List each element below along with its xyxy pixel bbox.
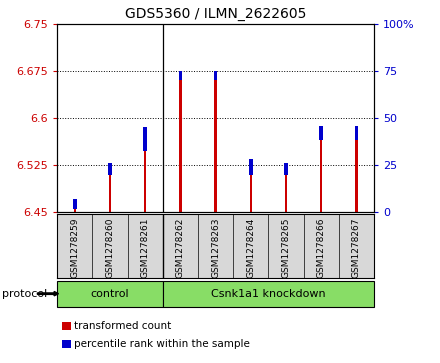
Bar <box>214 71 217 212</box>
Text: transformed count: transformed count <box>74 321 171 331</box>
Text: control: control <box>91 289 129 299</box>
Bar <box>249 159 252 212</box>
Bar <box>214 71 217 80</box>
Text: GSM1278267: GSM1278267 <box>352 217 361 278</box>
Bar <box>108 163 112 175</box>
Bar <box>73 199 77 209</box>
Bar <box>284 163 288 175</box>
Text: GSM1278264: GSM1278264 <box>246 217 255 278</box>
Bar <box>144 127 147 212</box>
Bar <box>57 281 163 307</box>
Text: GSM1278266: GSM1278266 <box>317 217 326 278</box>
Bar <box>179 71 182 212</box>
Bar <box>143 127 147 151</box>
Bar <box>355 126 358 212</box>
Bar <box>109 163 111 212</box>
Text: GSM1278263: GSM1278263 <box>211 217 220 278</box>
Bar <box>249 159 253 175</box>
Bar <box>179 71 182 80</box>
Text: GSM1278260: GSM1278260 <box>106 217 114 278</box>
Text: GSM1278259: GSM1278259 <box>70 217 79 278</box>
Bar <box>285 163 287 212</box>
Text: protocol: protocol <box>2 289 48 299</box>
Bar <box>320 126 323 212</box>
Bar <box>319 126 323 140</box>
Bar <box>355 126 358 140</box>
Bar <box>163 281 374 307</box>
Title: GDS5360 / ILMN_2622605: GDS5360 / ILMN_2622605 <box>125 7 306 21</box>
Text: GSM1278265: GSM1278265 <box>282 217 290 278</box>
Text: Csnk1a1 knockdown: Csnk1a1 knockdown <box>211 289 326 299</box>
Bar <box>73 199 76 212</box>
Text: percentile rank within the sample: percentile rank within the sample <box>74 339 250 350</box>
Text: GSM1278261: GSM1278261 <box>141 217 150 278</box>
Text: GSM1278262: GSM1278262 <box>176 217 185 278</box>
